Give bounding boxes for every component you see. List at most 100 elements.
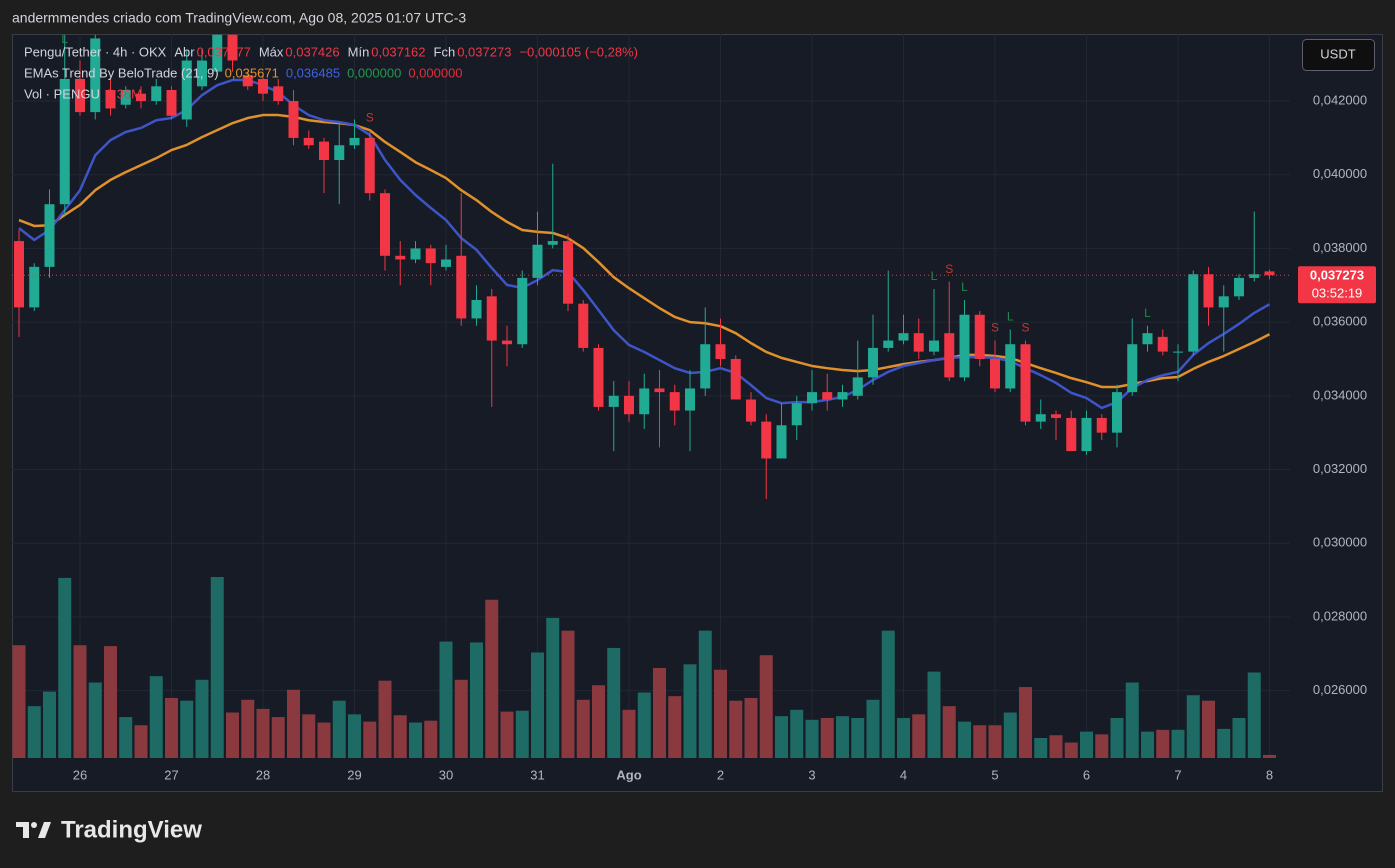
volume-bar bbox=[729, 700, 743, 758]
candle-body bbox=[700, 344, 711, 389]
chart-frame bbox=[12, 34, 1383, 792]
volume-bar bbox=[180, 700, 194, 758]
volume-bar bbox=[348, 714, 361, 758]
volume-bar bbox=[119, 717, 133, 758]
x-tick-label: 28 bbox=[256, 767, 270, 782]
candle-body bbox=[334, 145, 345, 161]
signal-label: S bbox=[1021, 321, 1029, 335]
volume-bar bbox=[302, 714, 316, 758]
logo bbox=[16, 822, 51, 838]
volume-bar bbox=[1080, 731, 1093, 758]
candle-body bbox=[181, 60, 192, 120]
signal-label: L bbox=[1007, 310, 1014, 324]
volume-bar bbox=[1141, 731, 1154, 758]
volume-bar bbox=[43, 691, 56, 758]
volume-bar bbox=[637, 692, 651, 758]
volume-bar bbox=[12, 645, 26, 758]
volume-bar bbox=[1110, 717, 1124, 758]
candle-body bbox=[578, 303, 589, 348]
volume-bar bbox=[332, 700, 346, 758]
candle-body bbox=[1264, 271, 1275, 276]
candle-body bbox=[471, 300, 482, 319]
candle-body bbox=[1112, 392, 1122, 433]
volume-layer bbox=[12, 577, 1276, 758]
volume-bar bbox=[592, 685, 605, 758]
volume-bar bbox=[409, 722, 422, 758]
candle-body bbox=[624, 395, 634, 415]
candle-body bbox=[410, 248, 421, 260]
candle-body bbox=[486, 296, 497, 341]
candle-body bbox=[44, 204, 55, 267]
legend-ohlc-label: Abr bbox=[174, 44, 195, 59]
candle-body bbox=[166, 90, 177, 116]
x-tick-label: 5 bbox=[991, 767, 998, 782]
volume-bar bbox=[317, 722, 331, 758]
volume-bar bbox=[256, 708, 270, 758]
volume-bar bbox=[866, 699, 880, 758]
volume-bar bbox=[1049, 735, 1063, 758]
signal-label: S bbox=[366, 111, 374, 125]
volume-bar bbox=[58, 577, 72, 758]
volume-bar bbox=[836, 716, 849, 758]
x-tick-label: 3 bbox=[808, 767, 815, 782]
volume-bar bbox=[1064, 742, 1078, 758]
logo-mark bbox=[38, 822, 51, 838]
volume-bar bbox=[88, 682, 102, 758]
candle-body bbox=[502, 340, 512, 345]
candle-body bbox=[1127, 344, 1138, 393]
candle-body bbox=[547, 241, 558, 245]
x-tick-label: 27 bbox=[164, 767, 178, 782]
candle-body bbox=[29, 266, 40, 308]
y-tick-label: 0,030000 bbox=[1313, 535, 1367, 550]
candle-body bbox=[1249, 274, 1260, 278]
currency-label[interactable]: USDT bbox=[1320, 46, 1355, 61]
candle-body bbox=[868, 347, 878, 378]
currency-button[interactable] bbox=[1302, 39, 1375, 71]
y-tick-label: 0,032000 bbox=[1313, 461, 1367, 476]
volume-bar bbox=[363, 721, 377, 758]
legend-ohlc-value: 0,037426 bbox=[285, 44, 339, 59]
y-tick-label: 0,038000 bbox=[1313, 240, 1367, 255]
volume-bar bbox=[1202, 700, 1215, 758]
volume-bar bbox=[531, 652, 544, 758]
volume-bar bbox=[27, 706, 41, 758]
candle-body bbox=[242, 75, 253, 87]
volume-bar bbox=[1247, 672, 1261, 758]
volume-bar bbox=[958, 721, 971, 758]
volume-bar bbox=[668, 696, 682, 758]
y-tick-label: 0,036000 bbox=[1313, 314, 1367, 329]
logo-mark bbox=[16, 822, 29, 838]
volume-bar bbox=[1095, 734, 1109, 758]
volume-bar bbox=[134, 725, 148, 758]
volume-bar bbox=[973, 725, 987, 758]
candle-body bbox=[1218, 296, 1229, 308]
volume-bar bbox=[165, 697, 178, 758]
candle-body bbox=[136, 93, 146, 102]
x-tick-label: 30 bbox=[439, 767, 453, 782]
candle-body bbox=[563, 241, 573, 304]
volume-bar bbox=[805, 719, 819, 758]
candle-body bbox=[1157, 336, 1168, 352]
candle-body bbox=[380, 193, 390, 256]
volume-bar bbox=[210, 577, 224, 758]
legend-indicator-value: 0,035671 bbox=[225, 65, 279, 80]
candle-body bbox=[1173, 351, 1183, 353]
y-tick-label: 0,042000 bbox=[1313, 92, 1367, 107]
candle-body bbox=[974, 314, 985, 359]
candle-body bbox=[639, 388, 650, 415]
countdown: 03:52:19 bbox=[1312, 286, 1363, 301]
candle-body bbox=[898, 333, 909, 341]
volume-bar bbox=[775, 716, 788, 758]
candle-body bbox=[822, 392, 833, 400]
x-tick-label: Ago bbox=[616, 767, 641, 782]
candle-body bbox=[1035, 414, 1046, 422]
volume-bar bbox=[698, 630, 712, 758]
volume-bar bbox=[287, 689, 300, 758]
volume-bar bbox=[1232, 717, 1246, 758]
candle-body bbox=[517, 277, 528, 345]
volume-bar bbox=[271, 717, 285, 758]
candle-body bbox=[456, 255, 467, 319]
volume-bar bbox=[607, 647, 621, 758]
candle-body bbox=[227, 34, 238, 61]
price-box bbox=[1298, 266, 1376, 304]
